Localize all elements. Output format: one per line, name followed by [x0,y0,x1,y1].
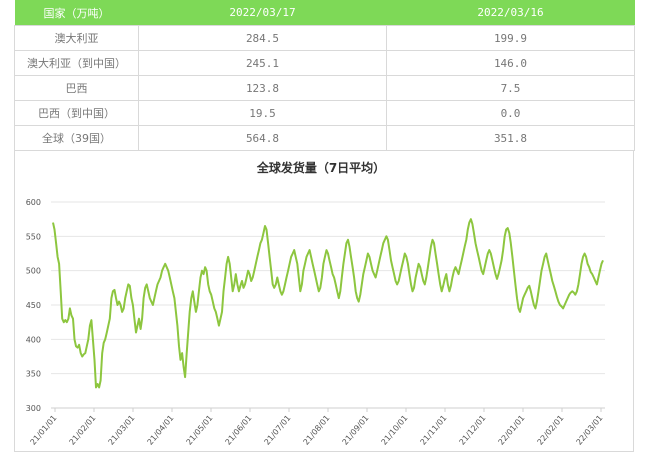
x-tick-label: 22/03/01 [575,414,605,447]
row-country: 全球（39国） [14,125,139,151]
table-row: 巴西 123.8 7.5 [14,75,635,101]
chart-title: 全球发货量（7日平均） [256,160,385,175]
row-country: 澳大利亚 [14,25,139,51]
table-row: 全球（39国） 564.8 351.8 [14,125,635,151]
x-axis: 21/01/01 21/02/01 21/03/01 21/04/01 21/05/01… [29,408,605,447]
header-country: 国家（万吨） [14,0,139,26]
x-tick-label: 21/12/01 [458,414,488,447]
row-value-2: 351.8 [386,125,635,151]
x-tick-label: 21/05/01 [185,414,215,447]
x-tick-label: 21/09/01 [341,414,371,447]
x-tick-label: 21/08/01 [302,414,332,447]
row-country: 巴西 [14,75,139,101]
table-row: 澳大利亚 284.5 199.9 [14,25,635,51]
row-value-1: 123.8 [138,75,387,101]
x-tick-label: 21/03/01 [107,414,137,447]
row-value-2: 7.5 [386,75,635,101]
table-row: 巴西（到中国） 19.5 0.0 [14,100,635,126]
summary-table: 国家（万吨） 2022/03/17 2022/03/16 澳大利亚 284.5 … [14,0,635,151]
y-tick-label: 450 [26,301,41,310]
y-axis: 300 350 400 450 500 550 600 [26,198,41,413]
x-tick-label: 21/02/01 [68,414,98,447]
y-tick-label: 550 [26,232,41,241]
x-tick-label: 22/01/01 [497,414,527,447]
table-row: 澳大利亚（到中国） 245.1 146.0 [14,50,635,76]
row-value-2: 146.0 [386,50,635,76]
y-tick-label: 500 [26,267,41,276]
chart-panel: 全球发货量（7日平均） 300 350 400 450 500 550 600 21/01/… [14,150,634,452]
shipment-line-chart: 全球发货量（7日平均） 300 350 400 450 500 550 600 21/01/… [26,160,605,447]
y-tick-label: 300 [26,404,41,413]
header-date-1: 2022/03/17 [138,0,387,26]
row-country: 巴西（到中国） [14,100,139,126]
row-value-2: 0.0 [386,100,635,126]
x-tick-label: 22/02/01 [536,414,566,447]
x-tick-label: 21/06/01 [224,414,254,447]
row-value-1: 245.1 [138,50,387,76]
row-value-1: 284.5 [138,25,387,51]
row-country: 澳大利亚（到中国） [14,50,139,76]
x-tick-label: 21/04/01 [146,414,176,447]
x-tick-label: 21/01/01 [29,414,59,447]
y-tick-label: 350 [26,370,41,379]
x-tick-label: 21/10/01 [380,414,410,447]
series-layer [52,218,604,389]
y-tick-label: 400 [26,335,41,344]
series-line [52,218,604,389]
table-header-row: 国家（万吨） 2022/03/17 2022/03/16 [14,0,635,26]
x-tick-label: 21/11/01 [419,414,449,447]
row-value-2: 199.9 [386,25,635,51]
row-value-1: 19.5 [138,100,387,126]
y-tick-label: 600 [26,198,41,207]
x-tick-label: 21/07/01 [263,414,293,447]
header-date-2: 2022/03/16 [386,0,635,26]
row-value-1: 564.8 [138,125,387,151]
